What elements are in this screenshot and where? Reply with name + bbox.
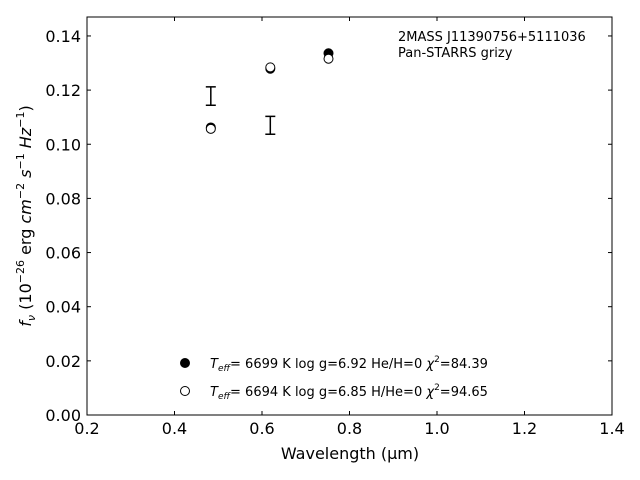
x-tick-label: 0.6 (249, 419, 274, 438)
data-points (205, 48, 334, 134)
x-tick-label: 1.0 (424, 419, 449, 438)
legend-entry-2: Teff= 6694 K log g=6.85 H/He=0 χ2=94.65 (210, 383, 488, 402)
errorbar (265, 115, 276, 135)
x-tick-label: 1.2 (512, 419, 537, 438)
legend-marker-filled (180, 358, 190, 368)
y-tick-label: 0.06 (45, 244, 81, 263)
x-tick-label: 1.4 (599, 419, 624, 438)
annotation-line-2: Pan-STARRS grizy (398, 46, 513, 61)
plot-area (87, 17, 612, 415)
y-tick-label: 0.00 (45, 406, 81, 425)
y-tick-label: 0.12 (45, 81, 81, 100)
legend: Teff= 6699 K log g=6.92 He/H=0 χ2=84.39 … (180, 355, 488, 402)
legend-marker-open (180, 386, 190, 396)
plot-frame (86, 16, 613, 416)
errorbar (205, 86, 216, 107)
legend-entry-1: Teff= 6699 K log g=6.92 He/H=0 χ2=84.39 (210, 355, 488, 374)
x-tick-label: 0.8 (337, 419, 362, 438)
y-tick-label: 0.04 (45, 298, 81, 317)
y-tick-label: 0.14 (45, 27, 81, 46)
x-axis-label: Wavelength (μm) (281, 444, 419, 463)
ticks: 0.2 0.4 0.6 0.8 1.0 1.2 1.4 0.00 0.02 0.04 0.06 0.0… (45, 17, 625, 438)
x-tick-label: 0.4 (162, 419, 187, 438)
annotation-line-1: 2MASS J11390756+5111036 (398, 30, 586, 45)
data-point-open (205, 123, 216, 134)
y-axis-label: fν (10−26 erg cm−2 s−1 Hz−1) (14, 105, 38, 326)
x-tick-label: 0.2 (74, 419, 99, 438)
data-point-open (323, 53, 334, 64)
y-tick-label: 0.02 (45, 352, 81, 371)
y-tick-label: 0.10 (45, 135, 81, 154)
errorbars (205, 86, 276, 135)
data-point-open (265, 62, 276, 73)
y-tick-label: 0.08 (45, 189, 81, 208)
